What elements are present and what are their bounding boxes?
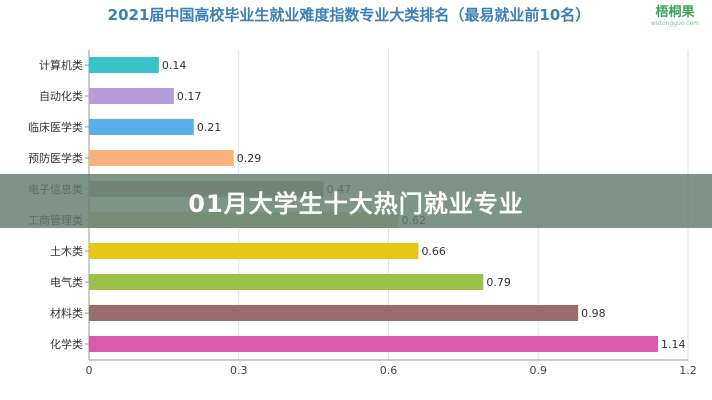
category-label: 预防医学类 bbox=[28, 151, 83, 165]
bar bbox=[89, 274, 484, 290]
headline-text: 01月大学生十大热门就业专业 bbox=[188, 189, 524, 218]
logo: 梧桐果 wutongguo.com bbox=[646, 5, 704, 33]
value-label: 0.14 bbox=[162, 59, 187, 72]
value-label: 0.98 bbox=[581, 307, 606, 320]
logo-text: 梧桐果 bbox=[655, 5, 695, 20]
x-tick-label: 0.6 bbox=[380, 364, 398, 377]
category-label: 化学类 bbox=[50, 337, 83, 351]
bar bbox=[89, 243, 419, 259]
x-tick-label: 0.9 bbox=[530, 364, 548, 377]
value-label: 0.66 bbox=[421, 245, 446, 258]
bar bbox=[89, 57, 159, 73]
x-tick-label: 0 bbox=[86, 364, 93, 377]
value-label: 0.79 bbox=[486, 276, 511, 289]
chart-title: 2021届中国高校毕业生就业难度指数专业大类排名（最易就业前10名） bbox=[108, 6, 591, 24]
bar bbox=[89, 336, 659, 352]
bar bbox=[89, 305, 579, 321]
bar bbox=[89, 88, 174, 104]
x-tick-label: 1.2 bbox=[679, 364, 697, 377]
bar bbox=[89, 119, 194, 135]
category-label: 临床医学类 bbox=[28, 120, 83, 134]
bar bbox=[89, 150, 234, 166]
value-label: 1.14 bbox=[661, 338, 686, 351]
value-label: 0.21 bbox=[197, 121, 222, 134]
category-label: 自动化类 bbox=[39, 89, 83, 103]
logo-subtext: wutongguo.com bbox=[650, 20, 700, 27]
value-label: 0.17 bbox=[177, 90, 202, 103]
category-label: 计算机类 bbox=[39, 58, 83, 72]
x-tick-label: 0.3 bbox=[230, 364, 248, 377]
headline-banner: 01月大学生十大热门就业专业 bbox=[0, 174, 712, 228]
value-label: 0.29 bbox=[237, 152, 262, 165]
category-label: 电气类 bbox=[50, 275, 83, 289]
category-label: 材料类 bbox=[50, 306, 83, 320]
category-label: 土木类 bbox=[50, 244, 83, 258]
